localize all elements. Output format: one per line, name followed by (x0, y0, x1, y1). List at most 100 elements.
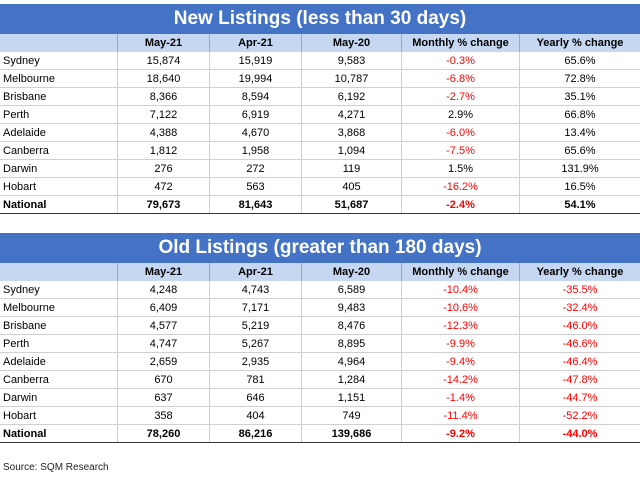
yearly-change-cell: -52.2% (520, 407, 640, 424)
apr21-cell: 7,171 (210, 299, 302, 316)
may20-cell: 1,094 (302, 142, 402, 159)
new-listings-column-headers: May-21 Apr-21 May-20 Monthly % change Ye… (0, 34, 640, 52)
column-header-may20: May-20 (302, 34, 402, 52)
monthly-change-cell: -6.0% (402, 124, 520, 141)
may20-cell: 1,151 (302, 389, 402, 406)
apr21-cell: 646 (210, 389, 302, 406)
city-cell: Canberra (0, 142, 118, 159)
column-header-city (0, 263, 118, 281)
city-cell: Sydney (0, 52, 118, 69)
may21-cell: 4,388 (118, 124, 210, 141)
yearly-change-cell: 16.5% (520, 178, 640, 195)
city-cell: Darwin (0, 389, 118, 406)
yearly-change-cell: 72.8% (520, 70, 640, 87)
may21-cell: 1,812 (118, 142, 210, 159)
city-cell: Brisbane (0, 317, 118, 334)
may20-cell: 4,271 (302, 106, 402, 123)
may20-cell: 405 (302, 178, 402, 195)
old-listings-title: Old Listings (greater than 180 days) (0, 233, 640, 263)
monthly-change-cell: -1.4% (402, 389, 520, 406)
source-note: Source: SQM Research (3, 462, 109, 473)
may20-cell: 8,895 (302, 335, 402, 352)
column-header-may21: May-21 (118, 263, 210, 281)
may21-cell: 2,659 (118, 353, 210, 370)
apr21-cell: 4,743 (210, 281, 302, 298)
column-header-monthly-change: Monthly % change (402, 34, 520, 52)
city-cell: Brisbane (0, 88, 118, 105)
new-listings-title: New Listings (less than 30 days) (0, 4, 640, 34)
yearly-change-cell: 66.8% (520, 106, 640, 123)
city-cell: Perth (0, 106, 118, 123)
yearly-change-cell: -46.0% (520, 317, 640, 334)
apr21-cell: 5,219 (210, 317, 302, 334)
monthly-change-cell: -12.3% (402, 317, 520, 334)
monthly-change-cell: -9.9% (402, 335, 520, 352)
monthly-change-cell: -9.4% (402, 353, 520, 370)
city-cell: Adelaide (0, 353, 118, 370)
monthly-change-cell: -16.2% (402, 178, 520, 195)
table-row: Adelaide 4,388 4,670 3,868 -6.0% 13.4% (0, 124, 640, 142)
may21-cell: 79,673 (118, 196, 210, 213)
may21-cell: 358 (118, 407, 210, 424)
city-cell: Hobart (0, 407, 118, 424)
apr21-cell: 81,643 (210, 196, 302, 213)
may21-cell: 472 (118, 178, 210, 195)
column-header-may20: May-20 (302, 263, 402, 281)
table-row: Darwin 276 272 119 1.5% 131.9% (0, 160, 640, 178)
monthly-change-cell: -9.2% (402, 425, 520, 442)
old-listings-column-headers: May-21 Apr-21 May-20 Monthly % change Ye… (0, 263, 640, 281)
yearly-change-cell: 13.4% (520, 124, 640, 141)
may20-cell: 4,964 (302, 353, 402, 370)
apr21-cell: 15,919 (210, 52, 302, 69)
apr21-cell: 8,594 (210, 88, 302, 105)
may21-cell: 4,577 (118, 317, 210, 334)
column-header-apr21: Apr-21 (210, 263, 302, 281)
column-header-apr21: Apr-21 (210, 34, 302, 52)
may21-cell: 276 (118, 160, 210, 177)
may20-cell: 3,868 (302, 124, 402, 141)
table-row: Sydney 15,874 15,919 9,583 -0.3% 65.6% (0, 52, 640, 70)
city-cell: Adelaide (0, 124, 118, 141)
monthly-change-cell: 1.5% (402, 160, 520, 177)
apr21-cell: 781 (210, 371, 302, 388)
monthly-change-cell: -2.7% (402, 88, 520, 105)
apr21-cell: 19,994 (210, 70, 302, 87)
yearly-change-cell: -32.4% (520, 299, 640, 316)
may20-cell: 1,284 (302, 371, 402, 388)
yearly-change-cell: 131.9% (520, 160, 640, 177)
may20-cell: 9,583 (302, 52, 402, 69)
table-row: Perth 4,747 5,267 8,895 -9.9% -46.6% (0, 335, 640, 353)
may21-cell: 670 (118, 371, 210, 388)
table-row-national: National 78,260 86,216 139,686 -9.2% -44.0% (0, 425, 640, 443)
apr21-cell: 2,935 (210, 353, 302, 370)
table-row-national: National 79,673 81,643 51,687 -2.4% 54.1% (0, 196, 640, 214)
city-cell: Sydney (0, 281, 118, 298)
yearly-change-cell: -46.6% (520, 335, 640, 352)
table-row: Melbourne 6,409 7,171 9,483 -10.6% -32.4% (0, 299, 640, 317)
may20-cell: 6,589 (302, 281, 402, 298)
yearly-change-cell: 54.1% (520, 196, 640, 213)
may20-cell: 8,476 (302, 317, 402, 334)
apr21-cell: 404 (210, 407, 302, 424)
city-cell: Melbourne (0, 70, 118, 87)
column-header-yearly-change: Yearly % change (536, 266, 624, 278)
monthly-change-cell: -14.2% (402, 371, 520, 388)
may21-cell: 8,366 (118, 88, 210, 105)
may20-cell: 51,687 (302, 196, 402, 213)
apr21-cell: 6,919 (210, 106, 302, 123)
apr21-cell: 4,670 (210, 124, 302, 141)
table-row: Hobart 358 404 749 -11.4% -52.2% (0, 407, 640, 425)
yearly-change-cell: 65.6% (520, 52, 640, 69)
monthly-change-cell: 2.9% (402, 106, 520, 123)
table-row: Brisbane 8,366 8,594 6,192 -2.7% 35.1% (0, 88, 640, 106)
yearly-change-cell: 35.1% (520, 88, 640, 105)
table-row: Darwin 637 646 1,151 -1.4% -44.7% (0, 389, 640, 407)
may21-cell: 78,260 (118, 425, 210, 442)
may20-cell: 119 (302, 160, 402, 177)
table-row: Melbourne 18,640 19,994 10,787 -6.8% 72.8% (0, 70, 640, 88)
table-row: Adelaide 2,659 2,935 4,964 -9.4% -46.4% (0, 353, 640, 371)
city-cell: National (0, 196, 118, 213)
may21-cell: 6,409 (118, 299, 210, 316)
table-row: Perth 7,122 6,919 4,271 2.9% 66.8% (0, 106, 640, 124)
yearly-change-cell: -44.7% (520, 389, 640, 406)
